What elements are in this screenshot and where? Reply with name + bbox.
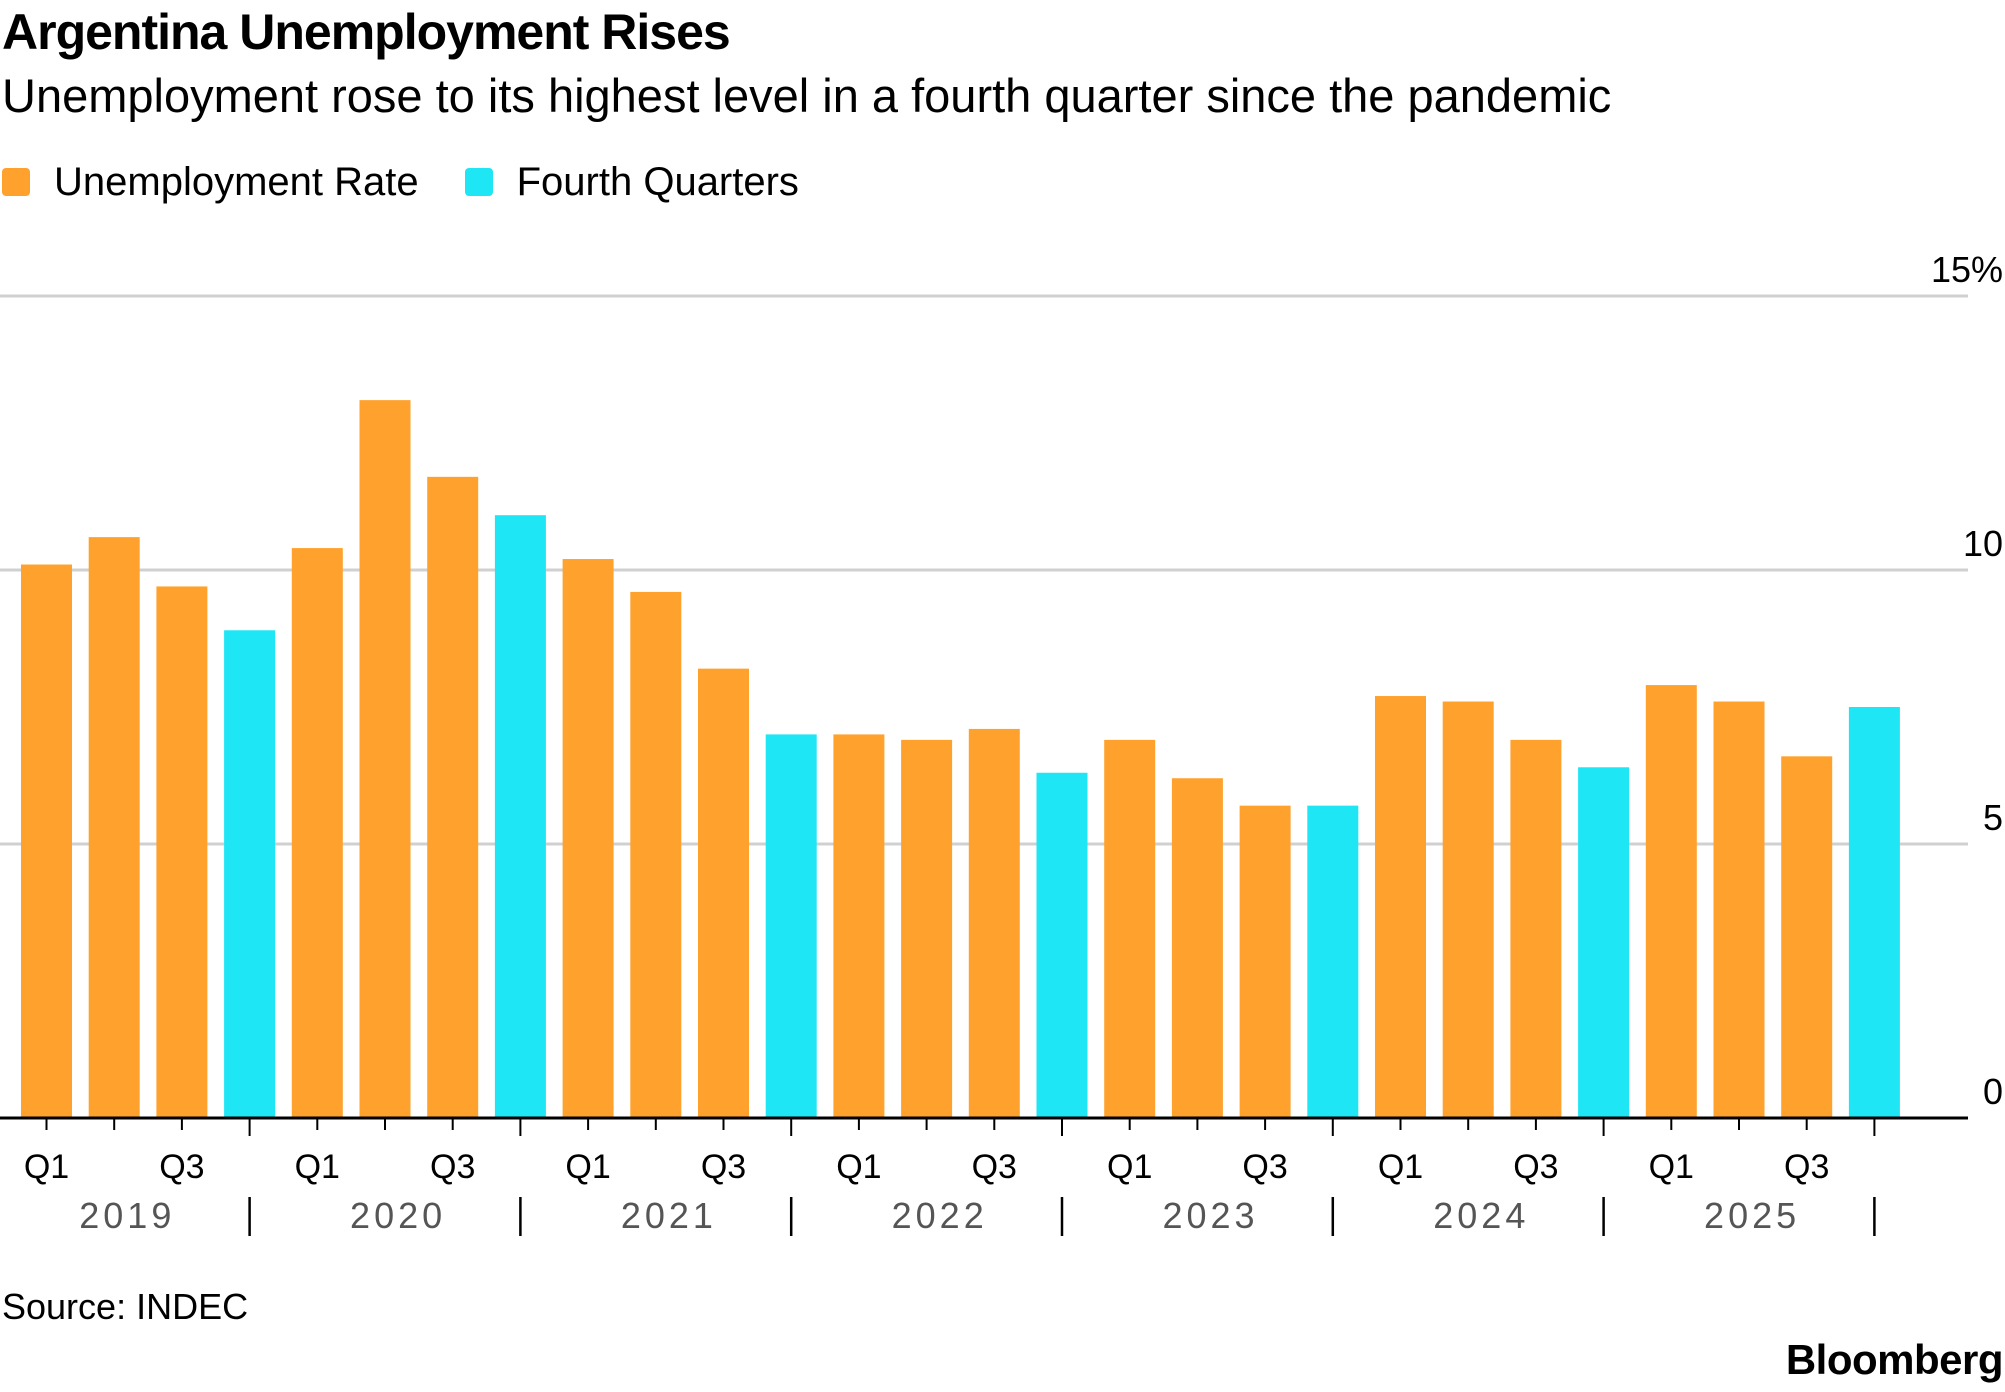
bar-2020-Q2 bbox=[359, 400, 411, 1118]
bar-2025-Q4 bbox=[1848, 707, 1900, 1118]
x-tick-label-2020-Q1: Q1 bbox=[295, 1148, 340, 1186]
bar-2020-Q1 bbox=[291, 548, 343, 1118]
x-tick-label-2024-Q1: Q1 bbox=[1378, 1148, 1423, 1186]
bar-2020-Q3 bbox=[427, 476, 479, 1119]
year-label-2019: 2019 bbox=[79, 1195, 175, 1236]
bar-2025-Q1 bbox=[1645, 685, 1697, 1118]
x-axis bbox=[0, 1116, 1968, 1136]
y-tick-label-0: 0 bbox=[1983, 1071, 2003, 1112]
x-tick-label-2022-Q1: Q1 bbox=[836, 1148, 881, 1186]
bar-2020-Q4 bbox=[494, 515, 546, 1118]
x-tick-label-2019-Q3: Q3 bbox=[159, 1148, 204, 1186]
bar-2022-Q1 bbox=[833, 734, 885, 1118]
bar-2023-Q2 bbox=[1171, 778, 1223, 1118]
bar-2021-Q1 bbox=[562, 559, 614, 1118]
x-tick-label-2024-Q3: Q3 bbox=[1513, 1148, 1558, 1186]
x-tick-label-2020-Q3: Q3 bbox=[430, 1148, 475, 1186]
bar-2021-Q4 bbox=[765, 734, 817, 1118]
year-label-2023: 2023 bbox=[1162, 1195, 1258, 1236]
x-tick-label-2025-Q1: Q1 bbox=[1649, 1148, 1694, 1186]
x-tick-label-2023-Q3: Q3 bbox=[1242, 1148, 1287, 1186]
bars bbox=[21, 400, 1900, 1119]
x-tick-label-2021-Q1: Q1 bbox=[565, 1148, 610, 1186]
bar-2019-Q3 bbox=[156, 586, 208, 1118]
legend-swatch-fourth-quarters bbox=[464, 168, 493, 196]
y-tick-label-15: 15% bbox=[1931, 249, 2003, 290]
bar-2019-Q2 bbox=[88, 537, 140, 1118]
bar-2022-Q4 bbox=[1036, 772, 1088, 1118]
year-label-2021: 2021 bbox=[621, 1195, 717, 1236]
x-tick-labels: Q1 Q3 Q1 Q3 Q1 Q3 Q1 Q3 Q1 Q3 Q1 Q3 Q1 Q3 2019 2020 2021… bbox=[24, 1148, 1876, 1236]
bar-2024-Q2 bbox=[1442, 701, 1494, 1118]
x-tick-label-2025-Q3: Q3 bbox=[1784, 1148, 1829, 1186]
legend-item-unemployment-rate: Unemployment Rate bbox=[2, 158, 419, 206]
bar-2023-Q3 bbox=[1239, 805, 1291, 1118]
bar-chart: 0 5 10 15% Q1 Q3 Q1 Q3 Q1 Q3 Q1 Q3 Q1 Q3 Q1 Q3 Q1 Q3 2019… bbox=[0, 249, 2003, 1236]
bar-2019-Q1 bbox=[21, 564, 72, 1118]
y-tick-labels: 0 5 10 15% bbox=[1931, 249, 2003, 1112]
year-label-2024: 2024 bbox=[1433, 1195, 1529, 1236]
x-tick-label-2023-Q1: Q1 bbox=[1107, 1148, 1152, 1186]
chart-subtitle: Unemployment rose to its highest level i… bbox=[2, 69, 1612, 122]
x-tick-label-2021-Q3: Q3 bbox=[701, 1148, 746, 1186]
bar-2023-Q4 bbox=[1307, 805, 1359, 1118]
bar-2022-Q2 bbox=[901, 739, 953, 1118]
bar-2021-Q2 bbox=[630, 591, 682, 1118]
legend-item-fourth-quarters: Fourth Quarters bbox=[464, 158, 799, 206]
legend: Unemployment Rate Fourth Quarters bbox=[2, 158, 845, 206]
legend-label-unemployment-rate: Unemployment Rate bbox=[54, 160, 419, 204]
y-tick-label-5: 5 bbox=[1983, 797, 2003, 838]
bar-2019-Q4 bbox=[224, 630, 276, 1118]
x-tick-label-2019-Q1: Q1 bbox=[24, 1148, 69, 1186]
bloomberg-logo: Bloomberg bbox=[1785, 1336, 2004, 1383]
bar-2025-Q3 bbox=[1781, 756, 1833, 1118]
bar-2022-Q3 bbox=[968, 728, 1020, 1118]
source-note: Source: INDEC bbox=[2, 1286, 249, 1327]
legend-swatch-unemployment-rate bbox=[2, 168, 30, 196]
y-tick-label-10: 10 bbox=[1963, 523, 2003, 564]
x-tick-label-2022-Q3: Q3 bbox=[972, 1148, 1017, 1186]
bar-2024-Q1 bbox=[1375, 696, 1426, 1118]
year-label-2025: 2025 bbox=[1704, 1195, 1800, 1236]
bar-2023-Q1 bbox=[1104, 739, 1156, 1118]
chart-title: Argentina Unemployment Rises bbox=[2, 4, 731, 60]
bar-2021-Q3 bbox=[698, 668, 749, 1118]
bar-2024-Q4 bbox=[1578, 767, 1630, 1118]
bar-2025-Q2 bbox=[1713, 701, 1765, 1118]
legend-label-fourth-quarters: Fourth Quarters bbox=[516, 160, 799, 204]
bar-2024-Q3 bbox=[1510, 739, 1562, 1118]
year-label-2022: 2022 bbox=[892, 1195, 988, 1236]
year-label-2020: 2020 bbox=[350, 1195, 446, 1236]
